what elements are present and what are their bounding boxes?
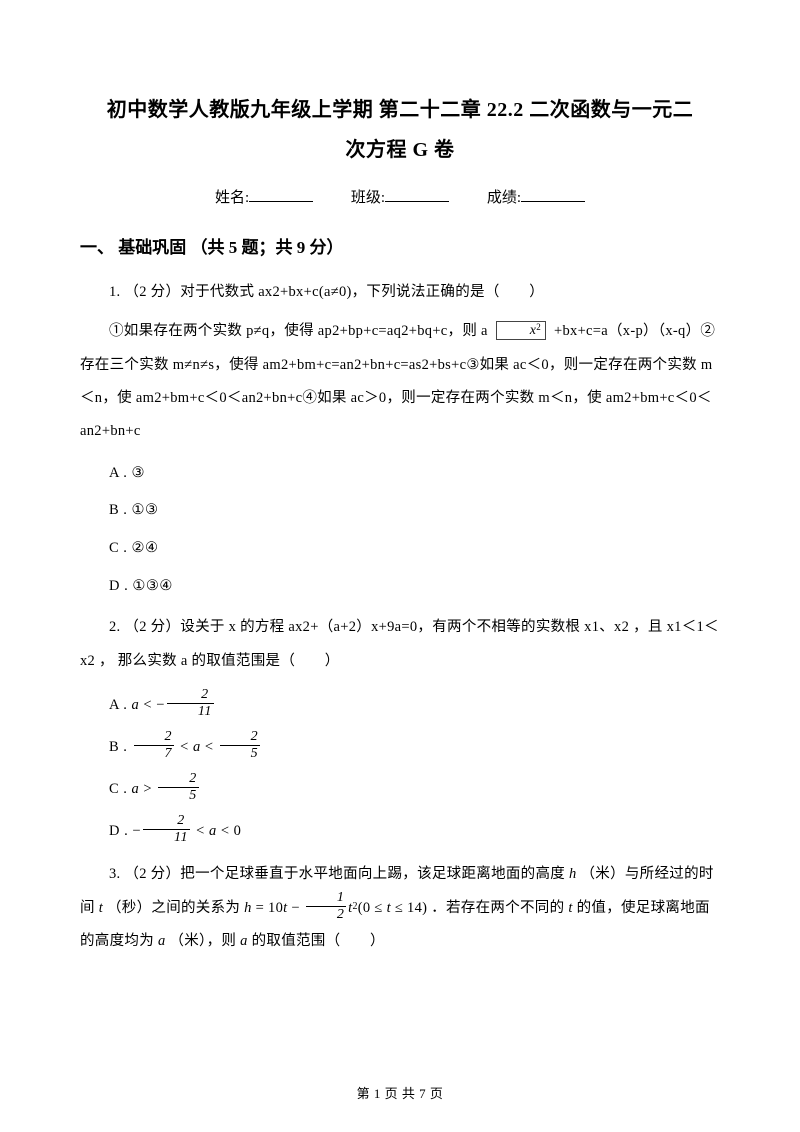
class-label: 班级: [351,186,385,207]
q1-opt-d: D . ①③④ [80,568,720,606]
q1-options: A . ③ B . ①③ C . ②④ D . ①③④ [80,455,720,606]
frac: 25 [158,772,199,803]
doc-title: 初中数学人教版九年级上学期 第二十二章 22.2 二次函数与一元二 次方程 G … [80,90,720,170]
score-label: 成绩: [487,186,521,207]
class-blank [385,188,449,202]
section-1-head: 一、 基础巩固 （共 5 题；共 9 分） [80,233,720,258]
frac: 211 [167,688,214,719]
q1-opt-c: C . ②④ [80,530,720,568]
name-label: 姓名: [215,186,249,207]
score-blank [521,188,585,202]
q1-text-a: ①如果存在两个实数 p≠q，使得 ap2+bp+c=aq2+bq+c，则 a [109,323,492,339]
page-footer: 第 1 页 共 7 页 [0,1083,800,1102]
q1-stem-2: ①如果存在两个实数 p≠q，使得 ap2+bp+c=aq2+bq+c，则 a x… [80,315,720,448]
q1-stem-1: 1. （2 分）对于代数式 ax2+bx+c(a≠0)，下列说法正确的是（ ） [80,276,720,309]
frac: 12 [306,891,346,922]
meta-row: 姓名: 班级: 成绩: [80,186,720,207]
frac: 211 [143,814,190,845]
q2-opt-a: A . a < −211 [80,684,720,726]
title-line-1: 初中数学人教版九年级上学期 第二十二章 22.2 二次函数与一元二 [107,99,694,121]
q1-opt-b: B . ①③ [80,492,720,530]
x-squared-box: x2 [496,321,546,339]
name-blank [249,188,313,202]
q1-text-b: +bx+c=a（x-p）（x-q）②存在三个实数 m≠n≠s，使得 am2+bm… [80,323,715,439]
q2-stem: 2. （2 分）设关于 x 的方程 ax2+（a+2）x+9a=0，有两个不相等… [80,611,720,678]
frac: 25 [220,730,261,761]
q2-opt-d: D . −211 < a < 0 [80,810,720,852]
q2-opt-b: B . 27 < a < 25 [80,726,720,768]
q1-opt-a: A . ③ [80,455,720,493]
frac: 27 [134,730,175,761]
q3-stem: 3. （2 分）把一个足球垂直于水平地面向上踢，该足球距离地面的高度 h （米）… [80,858,720,958]
q2-options: A . a < −211 B . 27 < a < 25 C . a > 25 … [80,684,720,852]
title-line-2: 次方程 G 卷 [345,139,454,161]
q2-opt-c: C . a > 25 [80,768,720,810]
page: 初中数学人教版九年级上学期 第二十二章 22.2 二次函数与一元二 次方程 G … [0,0,800,1132]
